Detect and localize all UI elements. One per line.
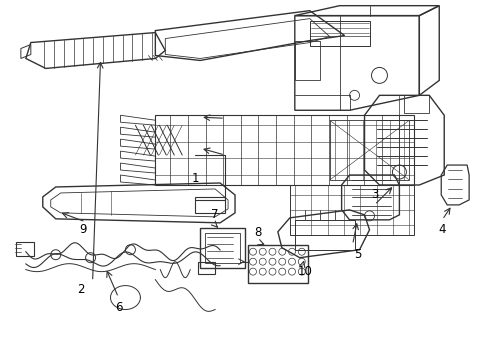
Text: 4: 4 bbox=[438, 223, 445, 236]
Text: 2: 2 bbox=[77, 283, 84, 296]
Bar bbox=[195, 197, 224, 213]
Bar bbox=[205, 233, 240, 263]
Text: 9: 9 bbox=[79, 223, 86, 236]
Text: 3: 3 bbox=[370, 188, 377, 202]
Text: 6: 6 bbox=[115, 301, 122, 314]
Bar bbox=[404, 95, 428, 113]
Bar bbox=[247, 245, 307, 283]
Text: 10: 10 bbox=[297, 265, 311, 278]
Bar bbox=[309, 21, 369, 45]
Text: 1: 1 bbox=[191, 171, 199, 185]
Bar bbox=[200, 228, 244, 268]
Bar bbox=[16, 242, 34, 256]
Bar bbox=[294, 220, 354, 250]
Text: 5: 5 bbox=[353, 248, 361, 261]
Text: 8: 8 bbox=[254, 226, 261, 239]
Text: 7: 7 bbox=[211, 208, 219, 221]
